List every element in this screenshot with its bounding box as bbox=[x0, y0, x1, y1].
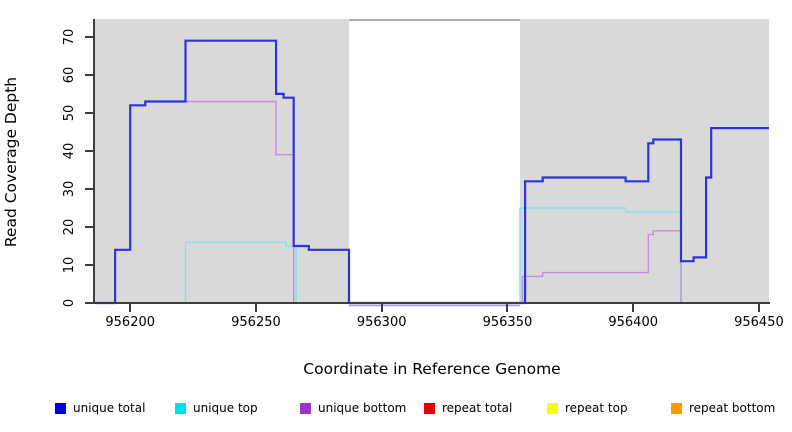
y-tick-mark bbox=[85, 111, 93, 114]
legend-item-unique-bottom: unique bottom bbox=[300, 401, 406, 415]
x-axis-line bbox=[94, 302, 770, 304]
legend-item-repeat-bottom: repeat bottom bbox=[671, 401, 775, 415]
plot-area bbox=[95, 19, 769, 307]
legend-label: repeat bottom bbox=[689, 401, 776, 415]
legend-label: unique total bbox=[73, 401, 146, 415]
legend-swatch-icon bbox=[55, 402, 66, 414]
y-tick-mark bbox=[85, 187, 93, 190]
y-tick-mark bbox=[85, 35, 93, 38]
x-tick-label: 956200 bbox=[105, 315, 156, 330]
y-tick-mark bbox=[85, 73, 93, 76]
y-tick-label: 60 bbox=[62, 66, 77, 84]
x-tick-label: 956400 bbox=[608, 315, 658, 330]
y-tick-label: 0 bbox=[62, 298, 77, 308]
y-tick-label: 10 bbox=[62, 256, 77, 274]
series-unique-top bbox=[117, 207, 769, 304]
y-tick-label: 70 bbox=[62, 28, 77, 46]
y-tick-mark bbox=[85, 225, 93, 228]
y-tick-mark bbox=[85, 302, 93, 304]
legend-swatch-icon bbox=[547, 402, 558, 414]
legend-swatch-icon bbox=[424, 402, 435, 414]
legend-label: unique top bbox=[193, 401, 258, 415]
x-tick-label: 956450 bbox=[734, 315, 784, 330]
y-axis-line bbox=[93, 19, 95, 304]
y-tick-label: 30 bbox=[62, 180, 77, 198]
x-tick-label: 956350 bbox=[482, 315, 533, 330]
legend-item-unique-total: unique total bbox=[55, 401, 145, 415]
x-tick-mark bbox=[129, 304, 132, 312]
y-axis-title: Read Coverage Depth bbox=[2, 76, 20, 248]
y-tick-label: 40 bbox=[62, 142, 77, 160]
covered-region-band bbox=[95, 19, 349, 303]
legend-item-unique-top: unique top bbox=[175, 401, 258, 415]
y-tick-mark bbox=[85, 263, 93, 266]
covered-region-band bbox=[520, 19, 769, 303]
x-tick-mark bbox=[757, 304, 760, 312]
series-unique-bottom bbox=[185, 100, 769, 304]
legend-item-repeat-total: repeat total bbox=[424, 401, 512, 415]
x-tick-mark bbox=[380, 304, 383, 312]
y-tick-mark bbox=[85, 149, 93, 152]
y-tick-label: 20 bbox=[62, 218, 77, 236]
legend-swatch-icon bbox=[300, 402, 311, 414]
legend-label: repeat top bbox=[565, 401, 628, 415]
x-tick-label: 956250 bbox=[231, 315, 281, 330]
x-tick-mark bbox=[632, 304, 635, 312]
x-tick-mark bbox=[506, 304, 509, 312]
legend-label: unique bottom bbox=[318, 401, 407, 415]
legend-swatch-icon bbox=[671, 402, 682, 414]
y-tick-label: 50 bbox=[62, 104, 77, 122]
x-tick-label: 956300 bbox=[356, 315, 407, 330]
background-bands bbox=[95, 19, 769, 303]
x-tick-mark bbox=[254, 304, 257, 312]
legend-item-repeat-top: repeat top bbox=[547, 401, 628, 415]
legend-label: repeat total bbox=[442, 401, 513, 415]
series-unique-total bbox=[95, 39, 769, 305]
legend-swatch-icon bbox=[175, 402, 186, 414]
chart-canvas bbox=[95, 39, 769, 307]
gap-top-border bbox=[349, 19, 520, 21]
x-axis-title: Coordinate in Reference Genome bbox=[303, 360, 561, 378]
